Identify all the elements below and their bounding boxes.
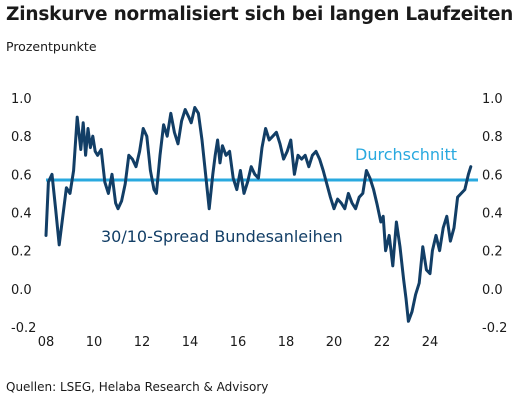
x-tick-label: 18: [278, 335, 295, 350]
x-tick-label: 24: [422, 335, 439, 350]
source-note: Quellen: LSEG, Helaba Research & Advisor…: [6, 380, 269, 394]
chart-title: Zinskurve normalisiert sich bei langen L…: [6, 4, 514, 25]
series-line-spread: [44, 106, 473, 323]
chart-subtitle: Prozentpunkte: [6, 39, 97, 54]
y-tick-label-right: 0.6: [482, 168, 503, 183]
y-tick-label-left: -0.2: [11, 321, 36, 336]
y-axis-left-labels: -0.2 0.0 0.2 0.4 0.6 0.8 1.0: [11, 92, 36, 336]
y-tick-label-left: 0.4: [11, 207, 32, 222]
annotation-average: Durchschnitt: [355, 145, 457, 164]
x-tick-label: 22: [374, 335, 391, 350]
y-tick-label-left: 0.8: [11, 130, 32, 145]
y-tick-label-right: 1.0: [482, 92, 503, 107]
line-chart: -0.2 0.0 0.2 0.4 0.6 0.8 1.0 -0.2 0.0 0.2 0.4 0.6 0…: [11, 92, 507, 350]
x-tick-label: 10: [86, 335, 103, 350]
y-axis-right-labels: -0.2 0.0 0.2 0.4 0.6 0.8 1.0: [482, 92, 507, 336]
y-tick-label-right: 0.2: [482, 245, 503, 260]
y-tick-label-left: 0.0: [11, 283, 32, 298]
x-tick-label: 14: [182, 335, 199, 350]
y-tick-label-left: 1.0: [11, 92, 32, 107]
y-tick-label-right: 0.0: [482, 283, 503, 298]
y-tick-label-right: -0.2: [482, 321, 507, 336]
x-tick-label: 20: [326, 335, 343, 350]
y-tick-label-right: 0.8: [482, 130, 503, 145]
y-tick-label-left: 0.2: [11, 245, 32, 260]
annotation-series: 30/10-Spread Bundesanleihen: [101, 227, 343, 246]
x-tick-label: 08: [38, 335, 55, 350]
x-tick-label: 12: [134, 335, 151, 350]
y-tick-label-left: 0.6: [11, 168, 32, 183]
y-tick-label-right: 0.4: [482, 207, 503, 222]
x-tick-label: 16: [230, 335, 247, 350]
x-axis-labels: 08 10 12 14 16 18 20 22 24: [38, 335, 439, 350]
